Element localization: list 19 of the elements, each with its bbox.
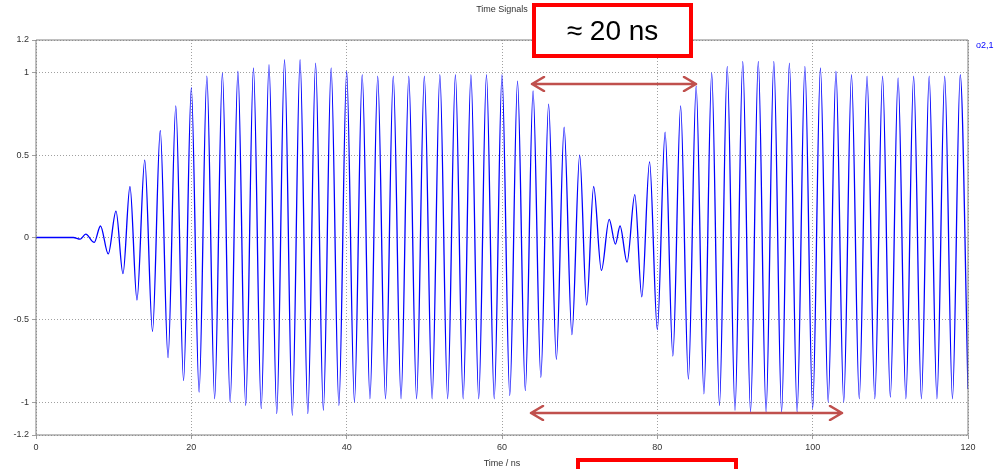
y-tick-label: 1.2 xyxy=(16,34,29,45)
x-tick-label: 120 xyxy=(960,441,976,452)
chart-title: Time Signals xyxy=(476,3,529,14)
text: o2,1 xyxy=(976,39,994,50)
y-tick-label: 0.5 xyxy=(16,149,29,160)
x-tick-label: 0 xyxy=(33,441,39,452)
x-axis-title: Time / ns xyxy=(483,458,521,469)
annotation: ≈ 20 ns xyxy=(532,3,693,58)
line-series xyxy=(36,59,968,416)
y-tick-label: 1 xyxy=(23,67,29,78)
y-tick-label: -0.5 xyxy=(13,314,29,325)
y-tick-label: -1 xyxy=(20,396,29,407)
y-tick-label: 0 xyxy=(23,231,29,242)
x-tick-label: 100 xyxy=(805,441,821,452)
y-tick-label: -1.2 xyxy=(13,429,29,440)
x-tick-label: 20 xyxy=(186,441,197,452)
x-tick-label: 80 xyxy=(652,441,663,452)
x-tick-label: 40 xyxy=(341,441,352,452)
x-tick-label: 60 xyxy=(496,441,508,452)
